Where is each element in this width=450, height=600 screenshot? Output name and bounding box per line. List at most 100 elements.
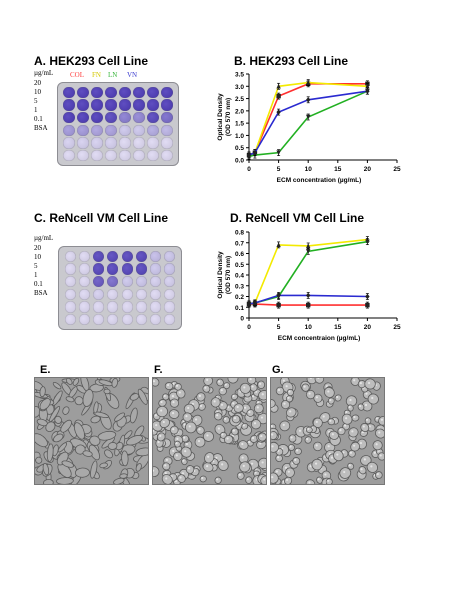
cell bbox=[213, 412, 223, 421]
cell-highlight bbox=[251, 462, 254, 465]
plate-well bbox=[64, 250, 76, 262]
cell bbox=[169, 398, 180, 408]
plate-well bbox=[91, 86, 103, 98]
cell-highlight bbox=[363, 458, 366, 461]
data-point bbox=[276, 83, 281, 89]
plate-well bbox=[135, 314, 147, 326]
data-point bbox=[306, 114, 311, 120]
cell bbox=[279, 420, 291, 432]
cell-highlight bbox=[154, 414, 157, 417]
cell-highlight bbox=[199, 404, 203, 408]
plate-well bbox=[91, 137, 103, 149]
cell bbox=[114, 412, 126, 422]
data-point bbox=[276, 242, 281, 248]
cell bbox=[82, 450, 93, 457]
plate-well bbox=[161, 86, 173, 98]
micrograph-texture bbox=[153, 378, 266, 484]
cell-highlight bbox=[353, 415, 356, 419]
cell bbox=[52, 381, 62, 390]
cell bbox=[74, 444, 86, 455]
cell-highlight bbox=[353, 379, 356, 382]
cell-highlight bbox=[224, 383, 227, 386]
cell bbox=[126, 435, 143, 446]
plate-well bbox=[93, 276, 105, 288]
cell-highlight bbox=[238, 473, 241, 476]
plate-well bbox=[64, 314, 76, 326]
cell-highlight bbox=[164, 471, 167, 475]
cell bbox=[348, 427, 359, 438]
plate-well bbox=[121, 314, 133, 326]
cell-highlight bbox=[162, 420, 165, 424]
cell-highlight bbox=[364, 403, 368, 407]
well-plate-a bbox=[57, 82, 179, 166]
cell-highlight bbox=[183, 436, 186, 439]
cell bbox=[337, 427, 346, 436]
cell bbox=[57, 442, 67, 453]
cell-highlight bbox=[339, 429, 342, 432]
cell bbox=[104, 449, 114, 459]
plate-well bbox=[105, 150, 117, 162]
y-tick-label: 0.3 bbox=[235, 283, 244, 290]
cell-highlight bbox=[201, 476, 204, 480]
cell bbox=[311, 458, 323, 471]
cell-highlight bbox=[324, 473, 327, 476]
cell bbox=[159, 417, 170, 429]
cell bbox=[74, 467, 90, 478]
data-point bbox=[306, 292, 311, 299]
cell-highlight bbox=[197, 439, 201, 443]
cell bbox=[271, 472, 279, 484]
y-tick-label: 1.0 bbox=[235, 133, 244, 140]
cell bbox=[39, 386, 46, 398]
cell bbox=[214, 476, 222, 484]
plate-well bbox=[64, 263, 76, 275]
cell-highlight bbox=[303, 385, 306, 388]
cell bbox=[245, 476, 253, 484]
plate-well bbox=[77, 99, 89, 111]
cell-highlight bbox=[172, 449, 175, 453]
cell bbox=[239, 461, 251, 473]
y-tick-label: 0.5 bbox=[235, 262, 244, 269]
x-tick-label: 10 bbox=[305, 166, 313, 173]
plate-c-row-label: BSA bbox=[34, 289, 48, 297]
panel-f-label: F. bbox=[154, 364, 163, 376]
plate-well bbox=[77, 86, 89, 98]
cell-highlight bbox=[261, 393, 264, 396]
y-axis-label-unit: (OD 570 nm) bbox=[225, 98, 232, 136]
plate-well bbox=[164, 314, 176, 326]
plate-well bbox=[78, 276, 90, 288]
cell-highlight bbox=[271, 445, 274, 448]
cell bbox=[366, 461, 379, 473]
plate-well bbox=[161, 137, 173, 149]
cell bbox=[284, 476, 293, 484]
cell-highlight bbox=[185, 415, 188, 418]
cell bbox=[288, 434, 297, 443]
plate-a-row-label: 1 bbox=[34, 106, 38, 114]
data-point bbox=[276, 292, 281, 299]
chart-d: 0 0.1 0.2 0.3 0.4 0.5 0.6 0.7 0.8 0 5 10 15 20 25 ECM c… bbox=[217, 230, 401, 343]
cell-highlight bbox=[217, 427, 221, 430]
plate-well bbox=[121, 288, 133, 300]
cell bbox=[113, 477, 125, 484]
plate-well bbox=[150, 276, 162, 288]
plate-well bbox=[150, 263, 162, 275]
cell-highlight bbox=[317, 378, 320, 380]
cell-highlight bbox=[236, 405, 239, 409]
cell-highlight bbox=[187, 467, 191, 470]
plate-well bbox=[78, 288, 90, 300]
plate-well bbox=[78, 301, 90, 313]
plate-well bbox=[135, 263, 147, 275]
cell bbox=[199, 475, 207, 483]
cell bbox=[184, 421, 197, 434]
data-point bbox=[276, 150, 281, 156]
cell bbox=[153, 466, 160, 478]
cell-highlight bbox=[284, 466, 288, 469]
cell-highlight bbox=[370, 465, 373, 468]
cell bbox=[168, 409, 180, 419]
cell bbox=[334, 394, 342, 402]
plate-well bbox=[147, 112, 159, 124]
cell-highlight bbox=[260, 416, 264, 419]
x-tick-label: 10 bbox=[305, 324, 313, 331]
data-point bbox=[365, 293, 370, 300]
plate-well bbox=[64, 276, 76, 288]
plate-a-row-label: 5 bbox=[34, 97, 38, 105]
